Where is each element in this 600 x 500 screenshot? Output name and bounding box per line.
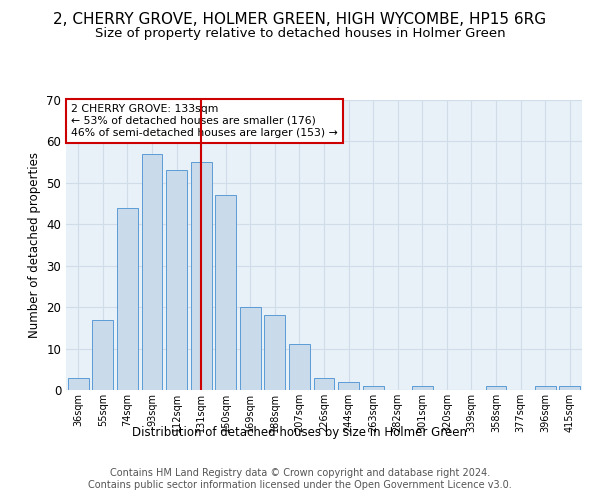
Text: Distribution of detached houses by size in Holmer Green: Distribution of detached houses by size … [133, 426, 467, 439]
Text: Size of property relative to detached houses in Holmer Green: Size of property relative to detached ho… [95, 28, 505, 40]
Bar [215, 196, 236, 390]
Text: 2 CHERRY GROVE: 133sqm
← 53% of detached houses are smaller (176)
46% of semi-de: 2 CHERRY GROVE: 133sqm ← 53% of detached… [71, 104, 338, 138]
Bar [191, 162, 212, 390]
Bar [535, 386, 556, 390]
Bar [92, 320, 113, 390]
Bar [485, 386, 506, 390]
Bar [412, 386, 433, 390]
Bar [265, 316, 286, 390]
Bar [362, 386, 383, 390]
Bar [68, 378, 89, 390]
Bar [117, 208, 138, 390]
Bar [559, 386, 580, 390]
Bar [314, 378, 334, 390]
Bar [289, 344, 310, 390]
Bar [338, 382, 359, 390]
Bar [166, 170, 187, 390]
Y-axis label: Number of detached properties: Number of detached properties [28, 152, 41, 338]
Text: Contains HM Land Registry data © Crown copyright and database right 2024.
Contai: Contains HM Land Registry data © Crown c… [88, 468, 512, 490]
Bar [240, 307, 261, 390]
Text: 2, CHERRY GROVE, HOLMER GREEN, HIGH WYCOMBE, HP15 6RG: 2, CHERRY GROVE, HOLMER GREEN, HIGH WYCO… [53, 12, 547, 28]
Bar [142, 154, 163, 390]
